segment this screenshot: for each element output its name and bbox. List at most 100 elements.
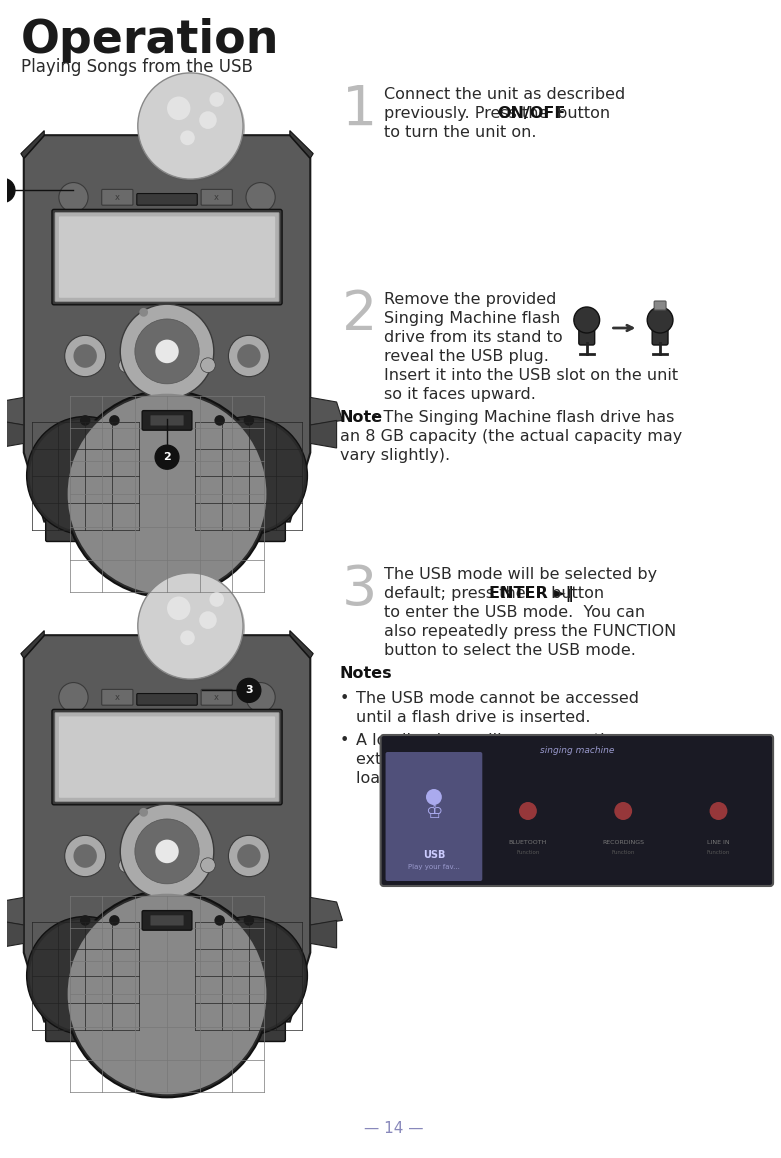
- Circle shape: [199, 111, 217, 129]
- FancyBboxPatch shape: [52, 210, 282, 305]
- Text: so it faces upward.: so it faces upward.: [383, 387, 536, 402]
- Circle shape: [73, 344, 97, 368]
- Text: ♔: ♔: [425, 804, 443, 822]
- FancyBboxPatch shape: [652, 317, 668, 345]
- Circle shape: [119, 858, 134, 873]
- Circle shape: [120, 305, 214, 398]
- FancyBboxPatch shape: [55, 212, 279, 302]
- Circle shape: [65, 390, 269, 598]
- FancyBboxPatch shape: [201, 689, 232, 705]
- FancyBboxPatch shape: [386, 752, 483, 881]
- Polygon shape: [21, 131, 45, 159]
- Circle shape: [68, 894, 266, 1094]
- FancyBboxPatch shape: [102, 190, 133, 205]
- Circle shape: [137, 73, 243, 179]
- Circle shape: [68, 394, 266, 594]
- Circle shape: [246, 183, 275, 212]
- Text: loading the songs.: loading the songs.: [356, 771, 504, 786]
- Text: 1: 1: [342, 83, 377, 137]
- Text: previously. Press the: previously. Press the: [383, 107, 553, 120]
- Polygon shape: [310, 897, 342, 925]
- Text: Insert it into the USB slot on the unit: Insert it into the USB slot on the unit: [383, 368, 678, 383]
- Polygon shape: [21, 631, 45, 658]
- Circle shape: [244, 415, 254, 426]
- Text: LINE IN: LINE IN: [707, 841, 729, 845]
- Circle shape: [120, 804, 214, 899]
- Text: Function: Function: [516, 850, 540, 856]
- Text: The USB mode cannot be accessed: The USB mode cannot be accessed: [356, 691, 639, 706]
- FancyBboxPatch shape: [579, 317, 594, 345]
- Text: external screen when the system is: external screen when the system is: [356, 752, 641, 767]
- FancyBboxPatch shape: [55, 712, 279, 801]
- Text: to enter the USB mode.  You can: to enter the USB mode. You can: [383, 604, 644, 620]
- Text: x: x: [214, 692, 219, 702]
- Text: Remove the provided: Remove the provided: [383, 292, 556, 307]
- Polygon shape: [0, 897, 23, 925]
- Circle shape: [519, 802, 537, 820]
- Text: vary slightly).: vary slightly).: [340, 448, 450, 463]
- Text: button: button: [552, 107, 610, 120]
- Circle shape: [199, 611, 217, 629]
- Text: USB: USB: [423, 850, 445, 860]
- Circle shape: [647, 307, 673, 334]
- Circle shape: [201, 858, 216, 873]
- Text: :: :: [383, 666, 388, 681]
- FancyBboxPatch shape: [59, 217, 275, 298]
- Text: to turn the unit on.: to turn the unit on.: [383, 125, 536, 140]
- Text: RECORDINGS: RECORDINGS: [602, 841, 644, 845]
- Polygon shape: [0, 420, 23, 448]
- FancyBboxPatch shape: [137, 193, 198, 205]
- Circle shape: [244, 915, 254, 925]
- Circle shape: [80, 915, 91, 925]
- Text: reveal the USB plug.: reveal the USB plug.: [383, 349, 548, 364]
- Text: x: x: [115, 192, 119, 201]
- Text: Connect the unit as described: Connect the unit as described: [383, 87, 625, 102]
- Circle shape: [135, 819, 199, 884]
- Text: until a flash drive is inserted.: until a flash drive is inserted.: [356, 710, 590, 725]
- Circle shape: [109, 915, 119, 925]
- Text: Note: Note: [340, 410, 383, 425]
- Circle shape: [180, 131, 194, 145]
- Circle shape: [228, 835, 269, 877]
- Text: singing machine: singing machine: [540, 746, 614, 755]
- Circle shape: [155, 840, 179, 863]
- Polygon shape: [310, 397, 342, 425]
- Circle shape: [209, 592, 224, 607]
- FancyBboxPatch shape: [654, 301, 666, 310]
- Circle shape: [246, 682, 275, 712]
- Circle shape: [140, 574, 245, 681]
- Text: A loading icon will appear on the: A loading icon will appear on the: [356, 733, 620, 748]
- FancyBboxPatch shape: [380, 735, 773, 886]
- Text: 2: 2: [342, 288, 377, 342]
- Circle shape: [194, 919, 305, 1032]
- Text: 3: 3: [245, 686, 253, 696]
- Text: Play your fav...: Play your fav...: [408, 864, 460, 870]
- Circle shape: [140, 75, 245, 181]
- FancyBboxPatch shape: [52, 710, 282, 805]
- FancyBboxPatch shape: [45, 1016, 285, 1041]
- Text: also repeatedly press the FUNCTION: also repeatedly press the FUNCTION: [383, 624, 676, 639]
- Circle shape: [59, 183, 88, 212]
- FancyBboxPatch shape: [142, 910, 192, 930]
- Circle shape: [215, 415, 225, 426]
- Text: x: x: [214, 192, 219, 201]
- Polygon shape: [0, 397, 23, 425]
- Circle shape: [574, 307, 600, 334]
- Circle shape: [109, 415, 119, 426]
- Circle shape: [167, 596, 191, 620]
- Text: — 14 —: — 14 —: [364, 1121, 423, 1136]
- Circle shape: [65, 336, 105, 376]
- FancyBboxPatch shape: [151, 416, 184, 425]
- Circle shape: [135, 318, 199, 383]
- Text: Playing Songs from the USB: Playing Songs from the USB: [21, 58, 253, 76]
- Text: BLUETOOTH: BLUETOOTH: [508, 841, 547, 845]
- Circle shape: [73, 844, 97, 867]
- Text: •: •: [340, 733, 349, 748]
- Circle shape: [710, 802, 727, 820]
- Circle shape: [0, 178, 15, 203]
- Text: The USB mode will be selected by: The USB mode will be selected by: [383, 567, 657, 582]
- Circle shape: [65, 835, 105, 877]
- Circle shape: [27, 916, 144, 1034]
- Polygon shape: [290, 131, 313, 159]
- Text: ON/OFF: ON/OFF: [497, 107, 566, 120]
